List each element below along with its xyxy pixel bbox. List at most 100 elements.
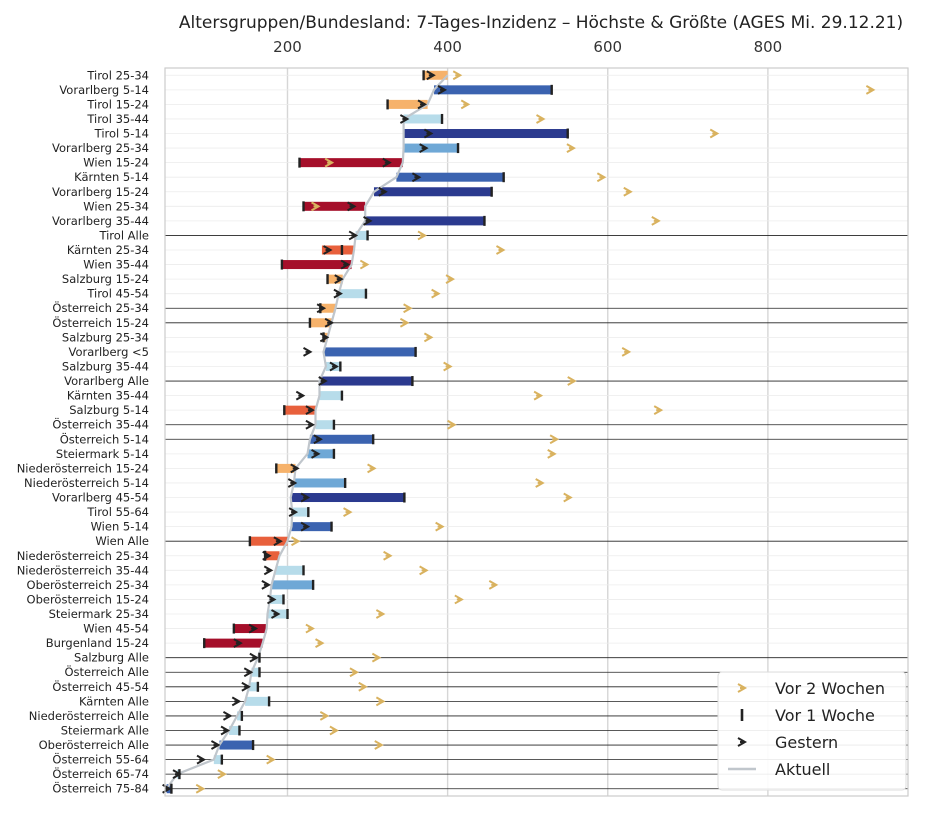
- y-tick-label: Salzburg 5-14: [69, 403, 149, 417]
- two-weeks-marker: [403, 303, 413, 314]
- range-bar: [303, 201, 366, 211]
- y-tick-label: Wien 35-44: [83, 258, 149, 272]
- yesterday-marker: [419, 143, 429, 153]
- y-tick-label: Steiermark 5-14: [56, 447, 149, 461]
- y-tick-label: Burgenland 15-24: [46, 636, 149, 650]
- x-tick-label: 800: [754, 38, 783, 56]
- range-bar: [213, 755, 222, 765]
- markers-layer: [162, 70, 876, 794]
- yesterday-marker: [363, 216, 373, 226]
- range-bar: [204, 638, 263, 648]
- two-weeks-marker: [324, 157, 335, 168]
- yesterday-marker: [347, 201, 357, 212]
- range-bar: [251, 667, 260, 677]
- y-tick-label: Tirol 15-24: [86, 97, 149, 111]
- yesterday-marker: [423, 128, 434, 139]
- yesterday-marker: [233, 638, 243, 648]
- y-tick-label: Tirol Alle: [98, 228, 149, 242]
- yesterday-marker: [263, 565, 274, 576]
- range-bar: [249, 682, 258, 692]
- range-bar: [249, 536, 288, 546]
- yesterday-marker: [273, 536, 283, 547]
- two-weeks-marker: [419, 565, 429, 576]
- range-bar: [290, 493, 405, 503]
- y-tick-label: Salzburg Alle: [74, 651, 149, 665]
- y-tick-label: Steiermark Alle: [61, 723, 149, 737]
- yesterday-marker: [323, 245, 333, 255]
- two-weeks-marker: [195, 783, 206, 794]
- yesterday-marker: [340, 259, 351, 270]
- y-tick-label: Österreich 55-64: [52, 751, 149, 767]
- two-weeks-marker: [329, 725, 339, 736]
- yesterday-marker: [417, 99, 428, 110]
- legend-label: Vor 1 Woche: [775, 706, 875, 725]
- y-tick-label: Tirol 45-54: [86, 287, 149, 301]
- two-weeks-marker: [536, 114, 546, 124]
- y-tick-label: Wien 45-54: [83, 622, 149, 636]
- y-tick-label: Niederösterreich 5-14: [24, 476, 149, 490]
- legend-marker: [737, 683, 748, 693]
- range-bar: [233, 624, 267, 634]
- two-weeks-marker: [623, 186, 633, 197]
- yesterday-marker: [300, 521, 311, 532]
- range-bar: [338, 289, 366, 299]
- two-weeks-marker: [399, 317, 410, 328]
- two-weeks-marker: [621, 347, 632, 357]
- range-bar: [403, 129, 568, 139]
- two-weeks-marker: [651, 216, 661, 226]
- range-bar: [434, 85, 552, 95]
- y-tick-label: Kärnten 5-14: [74, 170, 149, 184]
- yesterday-marker: [288, 507, 299, 517]
- two-weeks-marker: [319, 711, 330, 721]
- range-bar: [293, 478, 346, 488]
- range-bar: [315, 420, 334, 430]
- yesterday-marker: [318, 376, 328, 386]
- two-weeks-marker: [305, 623, 315, 634]
- y-tick-label: Salzburg 25-34: [62, 330, 149, 344]
- yesterday-marker: [266, 594, 277, 605]
- yesterday-marker: [411, 172, 422, 183]
- y-tick-label: Wien 5-14: [91, 520, 149, 534]
- two-weeks-marker: [371, 652, 382, 663]
- two-weeks-marker: [563, 492, 573, 503]
- range-bar: [269, 594, 284, 604]
- yesterday-marker: [261, 580, 271, 590]
- two-weeks-marker: [343, 507, 353, 517]
- y-tick-label: Vorarlberg 25-34: [52, 141, 149, 155]
- range-bar: [355, 230, 368, 240]
- y-tick-label: Österreich 45-54: [52, 678, 149, 694]
- two-weeks-marker: [417, 230, 428, 241]
- two-weeks-marker: [375, 696, 386, 707]
- y-tick-label: Österreich Alle: [65, 663, 150, 679]
- y-tick-label: Tirol 25-34: [86, 68, 149, 82]
- y-tick-label: Niederösterreich 25-34: [17, 549, 149, 563]
- yesterday-marker: [220, 725, 231, 736]
- range-bar: [219, 740, 254, 750]
- x-tick-label: 600: [593, 38, 622, 56]
- range-bar: [265, 551, 280, 561]
- y-tick-label: Vorarlberg 15-24: [52, 185, 149, 199]
- two-weeks-marker: [567, 376, 577, 386]
- y-tick-label: Oberösterreich 15-24: [27, 592, 149, 606]
- y-tick-label: Vorarlberg <5: [68, 345, 149, 359]
- y-tick-label: Salzburg 15-24: [62, 272, 149, 286]
- two-weeks-marker: [311, 201, 321, 212]
- yesterday-marker: [287, 478, 298, 488]
- range-bar: [320, 303, 336, 313]
- two-weeks-marker: [383, 550, 393, 561]
- range-bar: [271, 580, 314, 590]
- x-tick-labels: 200 400 600 800: [273, 38, 782, 56]
- yesterday-marker: [231, 696, 242, 707]
- legend: Vor 2 Wochen Vor 1 Woche Gestern Aktuell: [717, 671, 907, 791]
- y-tick-label: Steiermark 25-34: [49, 607, 149, 621]
- current-line-layer: [165, 74, 449, 790]
- yesterday-marker: [305, 419, 315, 430]
- yesterday-marker: [303, 347, 313, 357]
- two-weeks-marker: [566, 143, 576, 153]
- y-tick-label: Vorarlberg 35-44: [52, 214, 149, 228]
- two-weeks-marker: [431, 288, 441, 299]
- yesterday-marker: [305, 405, 315, 416]
- yesterday-marker: [382, 157, 392, 168]
- range-bar: [373, 187, 492, 197]
